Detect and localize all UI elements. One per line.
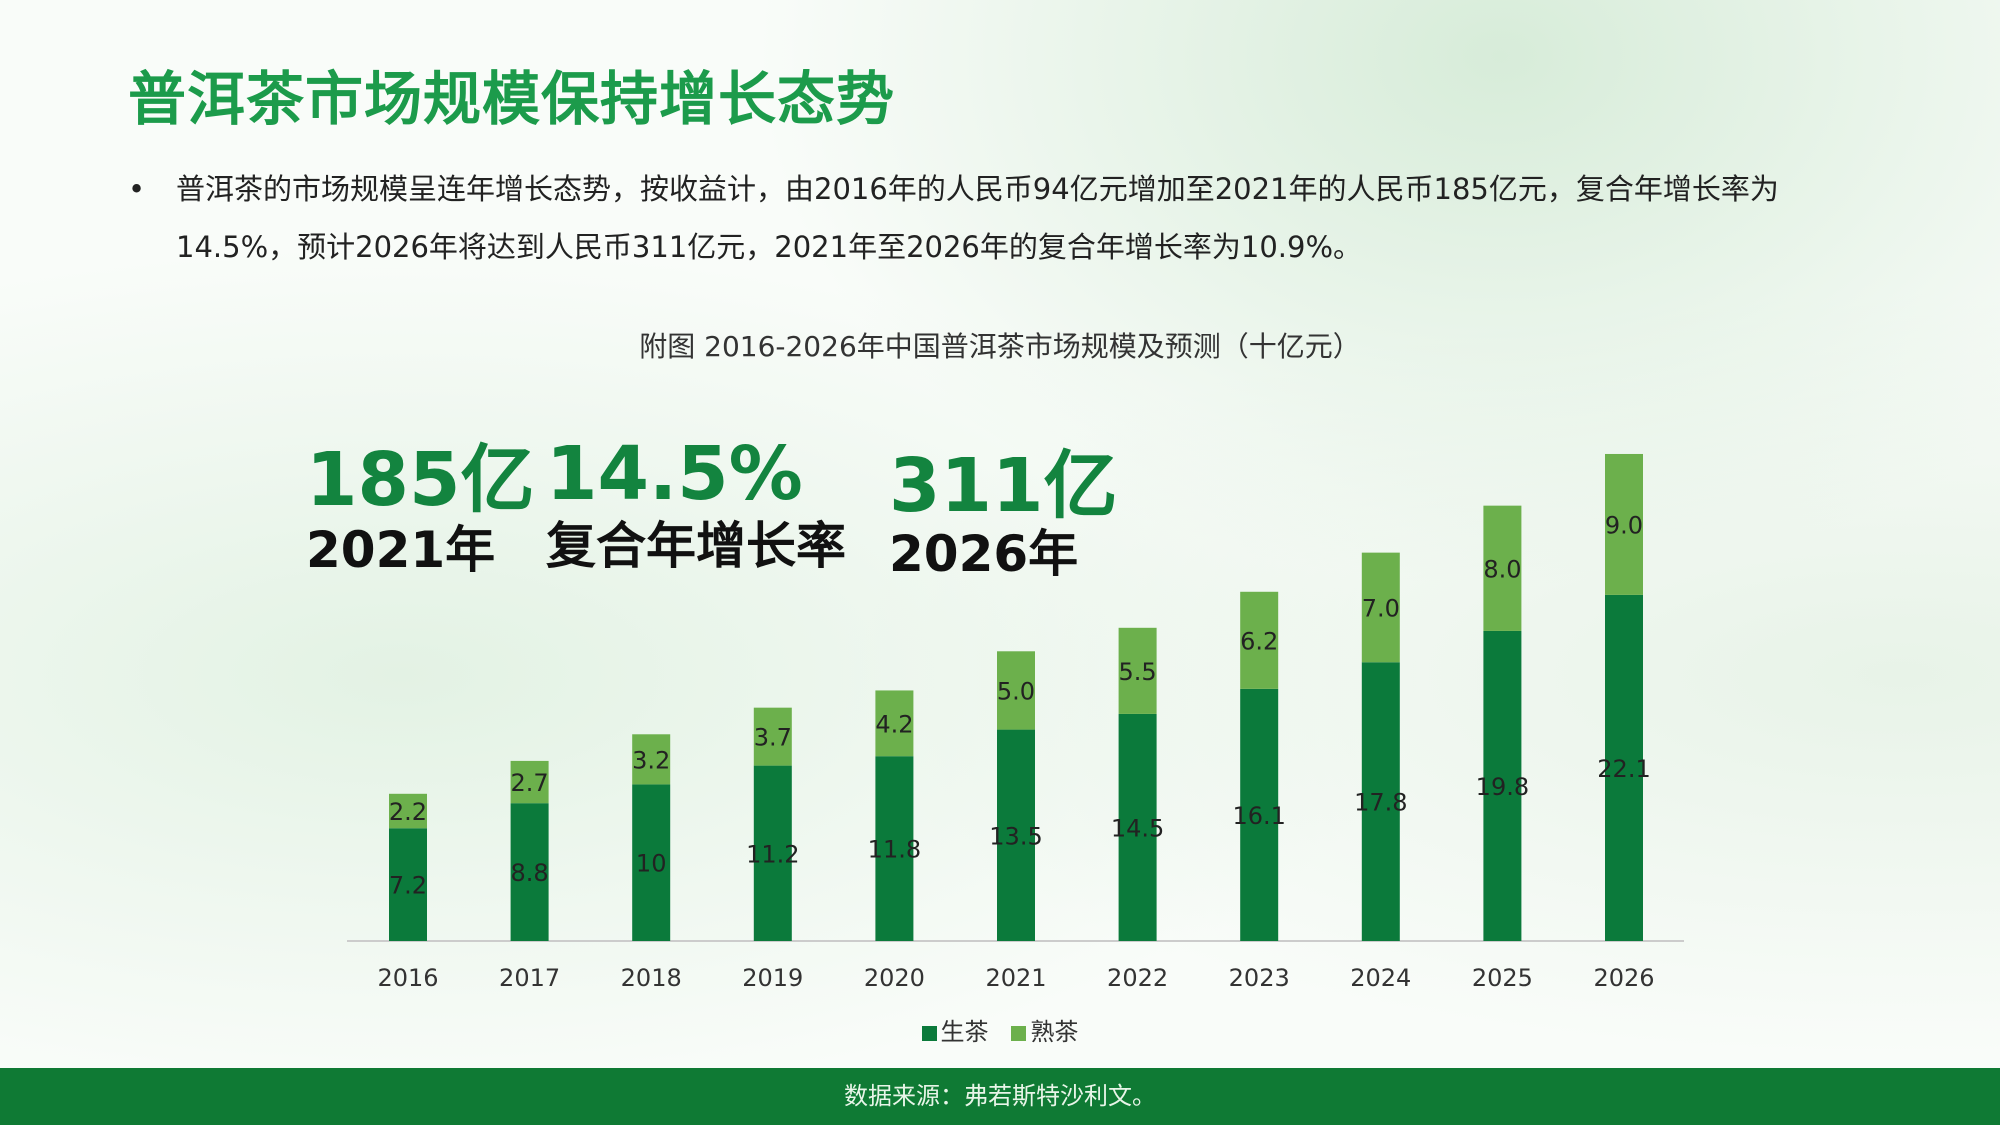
data-label-sheng-2019: 11.2 — [746, 840, 799, 868]
data-label-shu-2025: 8.0 — [1483, 555, 1521, 583]
x-tick-label-2021: 2021 — [985, 964, 1046, 992]
bar-shu-2018 — [632, 734, 671, 785]
data-label-sheng-2025: 19.8 — [1476, 773, 1529, 801]
x-tick-label-2017: 2017 — [499, 964, 560, 992]
highlight-label-2021: 2021年 — [306, 521, 496, 579]
data-label-shu-2020: 4.2 — [875, 710, 913, 738]
bullet-dot: • — [128, 172, 146, 206]
x-tick-label-2016: 2016 — [377, 964, 438, 992]
x-tick-label-2025: 2025 — [1472, 964, 1533, 992]
chart-title: 附图 2016-2026年中国普洱茶市场规模及预测（十亿元） — [639, 330, 1361, 363]
legend-label-shu: 熟茶 — [1030, 1018, 1079, 1046]
bar-shu-2022 — [1118, 627, 1157, 714]
bar-shu-2024 — [1361, 552, 1400, 663]
data-label-shu-2026: 9.0 — [1605, 511, 1643, 539]
legend-swatch-shu — [1011, 1026, 1027, 1041]
data-label-shu-2024: 7.0 — [1362, 594, 1400, 622]
data-label-sheng-2017: 8.8 — [511, 859, 549, 887]
highlight-value-2026: 311亿 — [889, 443, 1118, 529]
data-label-sheng-2023: 16.1 — [1232, 802, 1285, 830]
bar-shu-2026 — [1605, 453, 1643, 595]
x-tick-label-2026: 2026 — [1593, 964, 1654, 992]
chart-legend: 生茶 熟茶 — [0, 1012, 2000, 1047]
bar-shu-2020 — [875, 690, 914, 757]
data-label-shu-2018: 3.2 — [632, 746, 670, 774]
bar-shu-2023 — [1240, 591, 1279, 689]
highlight-label-2026: 2026年 — [889, 525, 1079, 583]
bar-sheng-2016 — [389, 828, 427, 941]
bar-sheng-2023 — [1240, 688, 1279, 941]
bar-sheng-2025 — [1483, 630, 1522, 941]
data-label-shu-2017: 2.7 — [511, 769, 549, 797]
data-label-shu-2023: 6.2 — [1240, 627, 1278, 655]
legend-label-sheng: 生茶 — [940, 1018, 989, 1046]
highlight-label-cagr: 复合年增长率 — [546, 517, 846, 575]
bar-sheng-2019 — [753, 765, 792, 941]
bar-sheng-2021 — [997, 729, 1035, 941]
data-label-sheng-2016: 7.2 — [389, 872, 427, 900]
bar-sheng-2020 — [875, 756, 914, 941]
bar-sheng-2024 — [1361, 662, 1400, 941]
bar-shu-2019 — [753, 707, 792, 766]
bar-shu-2025 — [1483, 505, 1522, 631]
highlight-value-cagr: 14.5% — [546, 431, 803, 517]
summary-text: 普洱茶的市场规模呈连年增长态势，按收益计，由2016年的人民币94亿元增加至20… — [176, 172, 1779, 264]
bar-sheng-2018 — [632, 784, 671, 941]
data-label-shu-2019: 3.7 — [754, 724, 792, 752]
data-label-sheng-2021: 13.5 — [989, 822, 1042, 850]
x-tick-label-2022: 2022 — [1107, 964, 1168, 992]
x-tick-label-2018: 2018 — [621, 964, 682, 992]
bar-shu-2021 — [997, 651, 1035, 730]
data-label-sheng-2024: 17.8 — [1354, 789, 1407, 817]
data-label-sheng-2018: 10 — [636, 850, 667, 878]
data-label-sheng-2020: 11.8 — [868, 836, 921, 864]
bar-shu-2017 — [510, 760, 549, 804]
bar-shu-2016 — [389, 793, 427, 829]
bar-sheng-2026 — [1605, 594, 1643, 941]
bar-sheng-2022 — [1118, 713, 1157, 941]
data-label-sheng-2026: 22.1 — [1597, 755, 1650, 783]
x-tick-label-2020: 2020 — [864, 964, 925, 992]
data-label-shu-2016: 2.2 — [389, 798, 427, 826]
source-footer: 数据来源：弗若斯特沙利文。 — [0, 1068, 2000, 1125]
x-tick-label-2019: 2019 — [742, 964, 803, 992]
bar-sheng-2017 — [510, 803, 549, 941]
highlight-value-2021: 185亿 — [306, 437, 535, 523]
data-label-sheng-2022: 14.5 — [1111, 814, 1164, 842]
summary-bullet: • 普洱茶的市场规模呈连年增长态势，按收益计，由2016年的人民币94亿元增加至… — [128, 160, 1888, 276]
x-tick-label-2024: 2024 — [1350, 964, 1411, 992]
legend-swatch-sheng — [921, 1026, 937, 1041]
data-label-shu-2022: 5.5 — [1119, 658, 1157, 686]
x-tick-label-2023: 2023 — [1229, 964, 1290, 992]
data-label-shu-2021: 5.0 — [997, 677, 1035, 705]
page-title: 普洱茶市场规模保持增长态势 — [128, 65, 896, 133]
